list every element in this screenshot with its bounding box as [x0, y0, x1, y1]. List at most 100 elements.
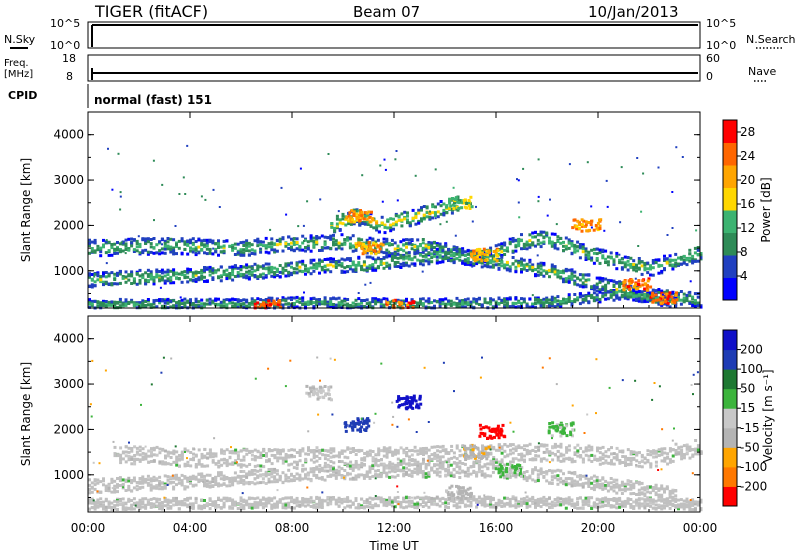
power-cell: [306, 300, 310, 304]
power-cell: [323, 242, 327, 245]
power-cell: [685, 293, 689, 297]
velocity-cell: [660, 450, 664, 454]
velocity-cell: [570, 460, 574, 464]
power-cell: [93, 275, 96, 278]
power-cell: [421, 246, 425, 250]
power-cell: [368, 255, 372, 259]
power-cell: [520, 239, 523, 243]
velocity-cell: [388, 466, 392, 470]
power-cell: [323, 296, 327, 300]
velocity-cell: [228, 455, 232, 459]
power-cell: [657, 301, 661, 305]
power-cell: [104, 240, 108, 244]
velocity-cell: [615, 456, 619, 460]
power-cell: [441, 257, 445, 261]
power-cell: [304, 249, 307, 253]
velocity-cell: [152, 479, 156, 482]
power-cell: [348, 305, 352, 309]
power-cell: [211, 271, 215, 275]
velocity-cell: [382, 454, 386, 458]
power-cell: [351, 269, 355, 273]
velocity-cell: [228, 480, 232, 484]
velocity-cell: [685, 447, 689, 451]
velocity-cell: [239, 475, 243, 478]
power-cell: [166, 301, 170, 305]
power-cell: [169, 279, 173, 283]
power-cell: [483, 264, 487, 268]
power-cell: [287, 272, 291, 276]
velocity-cell: [340, 474, 344, 478]
power-cell: [298, 260, 302, 264]
power-cell: [152, 251, 156, 255]
power-cell: [596, 221, 600, 225]
power-cell: [312, 236, 316, 240]
velocity-cell: [155, 453, 159, 457]
velocity-cell: [113, 490, 117, 494]
power-cell: [318, 301, 321, 304]
power-cell: [149, 250, 153, 254]
power-cell: [455, 246, 459, 250]
power-cell: [413, 248, 417, 252]
power-cell: [664, 298, 668, 301]
power-cell: [405, 245, 408, 249]
power-cell: [485, 258, 489, 262]
velocity-cell: [385, 471, 389, 475]
velocity-cell: [200, 456, 204, 460]
velocity-cell: [385, 466, 389, 470]
power-cell: [371, 218, 375, 222]
power-cell: [595, 247, 599, 251]
velocity-cell: [682, 456, 686, 460]
velocity-cell: [326, 449, 330, 453]
velocity-cell: [433, 457, 437, 460]
velocity-cell: [208, 480, 212, 484]
power-cell: [511, 249, 515, 253]
power-cell: [301, 269, 305, 273]
power-cell: [107, 303, 111, 307]
velocity-cell: [343, 461, 347, 465]
power-cell: [604, 287, 608, 290]
power-cell: [298, 265, 302, 269]
power-cell: [194, 304, 198, 308]
velocity-cell: [649, 463, 653, 467]
velocity-cell: [205, 473, 209, 477]
power-cell: [503, 241, 507, 245]
power-cell: [612, 259, 616, 263]
velocity-cell: [205, 479, 209, 483]
power-cell: [169, 281, 173, 285]
power-cell: [528, 265, 532, 269]
beam-title: Beam 07: [353, 3, 420, 21]
power-cell: [550, 263, 554, 267]
power-cell: [362, 268, 366, 272]
velocity-cell: [377, 449, 381, 453]
power-cell: [212, 188, 215, 191]
power-cell: [135, 242, 139, 245]
power-colorbar-label: Power [dB]: [759, 177, 773, 242]
power-cell: [556, 275, 560, 279]
power-cell: [421, 254, 425, 258]
power-cell: [534, 244, 537, 248]
velocity-cell: [559, 452, 563, 456]
power-cell: [368, 264, 372, 268]
power-cell: [508, 269, 512, 273]
velocity-cell: [534, 445, 538, 449]
power-cell: [334, 247, 338, 251]
power-cell: [121, 241, 125, 245]
power-cell: [138, 280, 142, 284]
power-cell: [372, 249, 376, 253]
velocity-cell: [275, 469, 279, 473]
power-cell: [352, 208, 356, 212]
power-cell: [385, 251, 389, 255]
power-cell: [632, 289, 636, 292]
velocity-cell: [189, 481, 192, 485]
power-cell: [637, 257, 641, 260]
power-cell: [601, 254, 605, 258]
power-cell: [236, 266, 240, 270]
power-cell: [312, 266, 316, 270]
velocity-cell: [357, 475, 361, 479]
power-cell: [264, 244, 268, 248]
velocity-cell: [332, 454, 336, 458]
velocity-cell: [236, 463, 240, 467]
power-cell: [374, 297, 378, 301]
power-cell: [278, 242, 282, 246]
velocity-cell: [419, 463, 422, 467]
